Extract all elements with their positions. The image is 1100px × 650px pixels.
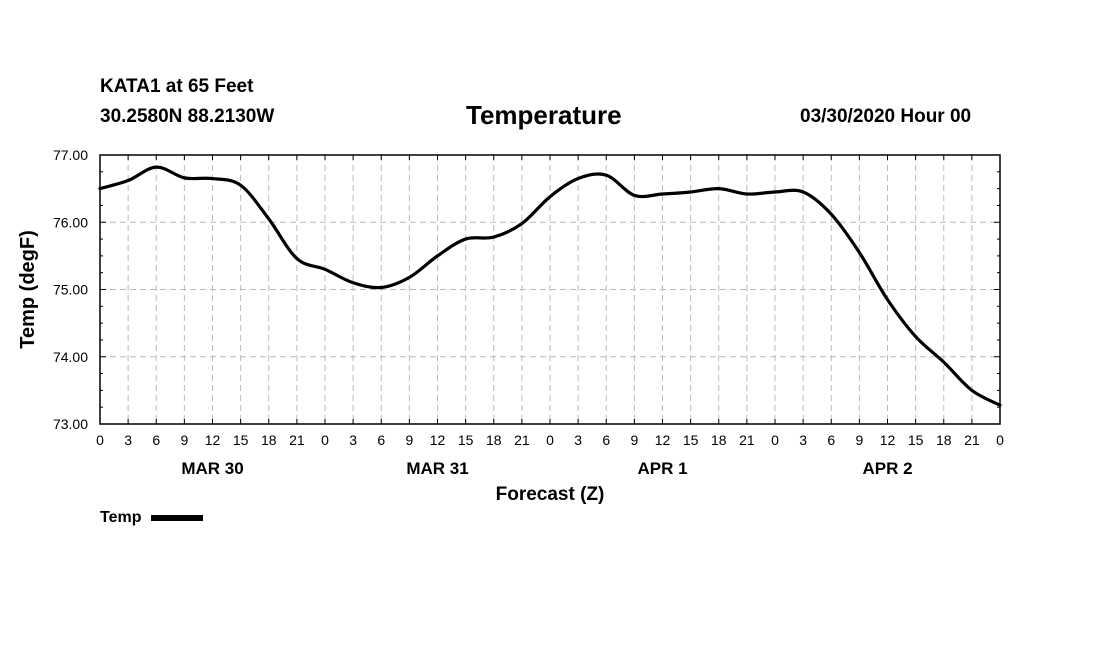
y-tick-label: 75.00 <box>53 282 88 298</box>
x-tick-label: 9 <box>630 432 638 448</box>
x-tick-label: 3 <box>574 432 582 448</box>
legend-line-swatch <box>151 515 204 521</box>
x-tick-label: 18 <box>936 432 952 448</box>
data-point <box>886 298 889 301</box>
x-tick-label: 12 <box>655 432 671 448</box>
day-label: MAR 31 <box>406 459 468 478</box>
x-tick-label: 12 <box>880 432 896 448</box>
x-tick-label: 15 <box>683 432 699 448</box>
x-tick-label: 6 <box>602 432 610 448</box>
station-name: KATA1 at 65 Feet <box>100 76 254 97</box>
x-tick-label: 18 <box>711 432 727 448</box>
data-point <box>999 404 1001 406</box>
y-tick-label: 76.00 <box>53 214 88 230</box>
x-tick-label: 0 <box>996 432 1004 448</box>
data-point <box>408 276 411 279</box>
x-tick-label: 3 <box>799 432 807 448</box>
day-label: APR 1 <box>637 459 687 478</box>
data-point <box>436 255 439 257</box>
legend-label: Temp <box>100 509 142 526</box>
data-point <box>802 191 804 193</box>
plot-frame <box>99 154 1001 425</box>
station-coordinates: 30.2580N 88.2130W <box>100 106 275 127</box>
data-point <box>267 218 270 220</box>
data-point <box>239 184 242 187</box>
data-point <box>577 177 579 180</box>
x-tick-label: 6 <box>152 432 160 448</box>
data-point <box>127 179 129 182</box>
y-axis-title: Temp (degF) <box>17 230 39 349</box>
data-point <box>942 361 945 363</box>
x-tick-label: 3 <box>124 432 132 448</box>
data-point <box>492 236 495 238</box>
data-point <box>324 268 326 271</box>
day-label: APR 2 <box>862 459 912 478</box>
x-tick-label: 0 <box>321 432 329 448</box>
data-point <box>296 257 298 260</box>
legend: Temp <box>100 509 204 527</box>
data-point <box>914 335 917 338</box>
x-tick-label: 12 <box>205 432 221 448</box>
x-tick-label: 0 <box>771 432 779 448</box>
data-point <box>689 191 692 193</box>
data-point <box>858 251 861 254</box>
x-tick-label: 12 <box>430 432 446 448</box>
x-tick-label: 0 <box>546 432 554 448</box>
data-point <box>352 281 354 284</box>
data-point <box>717 187 720 190</box>
data-point <box>830 213 833 215</box>
chart-title: Temperature <box>466 100 622 130</box>
data-point <box>971 389 973 392</box>
data-point <box>183 177 186 179</box>
x-tick-label: 0 <box>96 432 104 448</box>
x-tick-label: 21 <box>289 432 305 448</box>
x-tick-label: 9 <box>405 432 413 448</box>
data-point <box>746 193 748 195</box>
x-tick-label: 6 <box>827 432 835 448</box>
data-point <box>521 222 523 225</box>
x-tick-label: 6 <box>377 432 385 448</box>
x-tick-label: 21 <box>739 432 755 448</box>
y-tick-label: 74.00 <box>53 349 88 365</box>
x-tick-label: 9 <box>855 432 863 448</box>
day-label: MAR 30 <box>181 459 243 478</box>
x-tick-label: 21 <box>514 432 530 448</box>
data-point <box>99 187 101 190</box>
y-tick-label: 77.00 <box>53 147 88 163</box>
data-point <box>774 191 776 193</box>
data-point <box>211 177 214 180</box>
data-point <box>605 174 608 176</box>
y-tick-label: 73.00 <box>53 416 88 432</box>
x-tick-label: 15 <box>458 432 474 448</box>
x-tick-label: 3 <box>349 432 357 448</box>
x-tick-label: 21 <box>964 432 980 448</box>
data-point <box>380 286 383 289</box>
x-tick-label: 15 <box>233 432 249 448</box>
x-tick-label: 9 <box>180 432 188 448</box>
forecast-run-time: 03/30/2020 Hour 00 <box>800 106 972 127</box>
x-tick-label: 18 <box>486 432 502 448</box>
data-point <box>155 166 158 168</box>
x-tick-label: 15 <box>908 432 924 448</box>
x-axis-title: Forecast (Z) <box>496 484 605 505</box>
data-point <box>633 194 636 197</box>
x-tick-label: 18 <box>261 432 277 448</box>
data-point <box>464 238 467 240</box>
data-point <box>549 195 551 198</box>
data-point <box>661 193 664 195</box>
